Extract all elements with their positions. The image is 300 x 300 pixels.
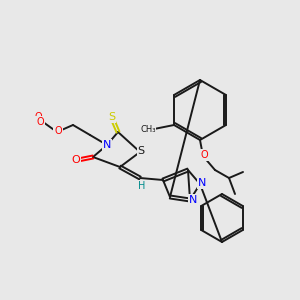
Text: S: S [137, 146, 145, 156]
Text: O: O [36, 117, 44, 127]
Text: O: O [34, 112, 42, 122]
Text: O: O [72, 155, 80, 165]
Text: N: N [189, 195, 197, 205]
Text: CH₃: CH₃ [140, 125, 156, 134]
Text: O: O [54, 126, 62, 136]
Text: N: N [103, 140, 111, 150]
Text: O: O [200, 150, 208, 160]
Text: H: H [138, 181, 146, 191]
Text: S: S [108, 112, 116, 122]
Text: N: N [198, 178, 206, 188]
